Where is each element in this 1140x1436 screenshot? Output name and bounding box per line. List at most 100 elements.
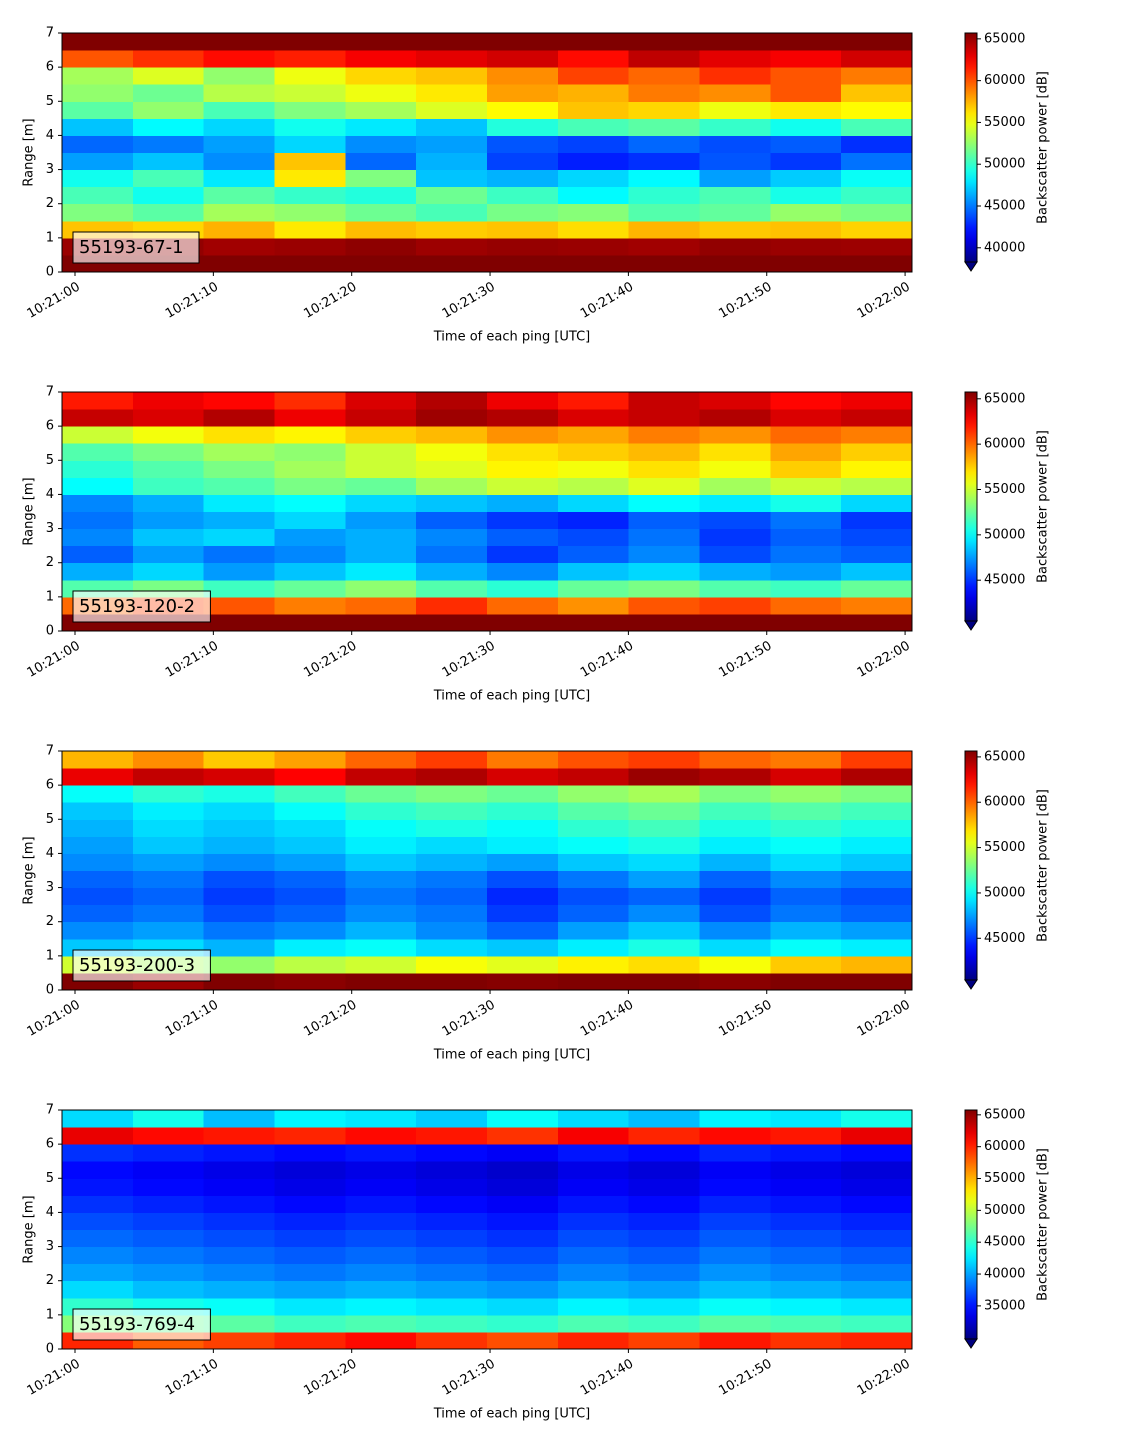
y-tick-label: 1 — [46, 589, 54, 604]
heatmap-cell — [841, 1229, 913, 1248]
heatmap-cell — [699, 1331, 771, 1350]
y-tick-label: 0 — [46, 983, 54, 998]
heatmap-cell — [770, 768, 842, 786]
heatmap-cell — [203, 443, 275, 461]
heatmap-cell — [203, 203, 275, 222]
heatmap-cell — [62, 169, 134, 188]
heatmap-cell — [274, 1127, 346, 1145]
heatmap-cell — [557, 819, 630, 837]
colorbar-extend — [964, 979, 978, 990]
heatmap-cell — [770, 853, 842, 871]
heatmap-cell — [557, 887, 630, 906]
heatmap-cell — [628, 1161, 700, 1179]
heatmap-cell — [770, 186, 842, 205]
heatmap-cell — [416, 1331, 488, 1350]
heatmap-cell — [557, 1331, 630, 1350]
heatmap-cell — [62, 1212, 134, 1230]
heatmap-cell — [628, 254, 700, 273]
colorbar-tick-label: 40000 — [984, 1267, 1025, 1282]
heatmap-cell — [203, 613, 275, 632]
heatmap-cell — [203, 853, 275, 871]
heatmap-cell — [487, 1110, 559, 1128]
heatmap-cell — [628, 1314, 700, 1333]
heatmap-cell — [628, 443, 700, 461]
heatmap-cell — [416, 802, 488, 820]
heatmap-cell — [274, 1229, 346, 1248]
panel: 0 1 2 3 4 5 6 7 10:21:00 10:21:10 10:21:20 10:21:30… — [22, 744, 1051, 1063]
heatmap-cell — [699, 1263, 771, 1282]
heatmap-cell — [132, 853, 205, 871]
heatmap-cell — [557, 409, 630, 427]
heatmap-cell — [274, 220, 346, 239]
heatmap-cell — [628, 220, 700, 239]
heatmap-cell — [628, 870, 700, 889]
heatmap-cell — [628, 186, 700, 205]
y-tick-label: 3 — [46, 1239, 54, 1254]
heatmap-cell — [132, 118, 205, 136]
heatmap-cell — [274, 1297, 346, 1316]
heatmap-cell — [628, 409, 700, 427]
heatmap-cell — [557, 426, 630, 444]
heatmap-cell — [628, 1110, 700, 1128]
heatmap-cell — [699, 220, 771, 239]
heatmap-cell — [203, 1178, 275, 1196]
heatmap-cell — [487, 921, 559, 940]
heatmap-cell — [62, 67, 134, 85]
heatmap-cell — [770, 118, 842, 136]
heatmap-cell — [132, 836, 205, 854]
heatmap-cell — [274, 545, 346, 564]
axes-frame — [61, 391, 913, 632]
heatmap-cell — [487, 1297, 559, 1316]
heatmap-cell — [274, 562, 346, 581]
heatmap-cell — [274, 1280, 346, 1299]
heatmap-cell — [62, 1110, 134, 1128]
heatmap-cell — [770, 84, 842, 102]
heatmap-cell — [132, 1229, 205, 1248]
heatmap-cell — [345, 562, 417, 581]
heatmap-cell — [487, 186, 559, 205]
heatmap-cell — [203, 186, 275, 205]
heatmap-cell — [274, 494, 346, 512]
colorbar-tick-label: 65000 — [984, 391, 1025, 406]
heatmap-cell — [557, 528, 630, 547]
heatmap-cell — [628, 1178, 700, 1196]
annotation: 55193-67-1 — [79, 237, 184, 258]
heatmap-cell — [841, 562, 913, 581]
heatmap-cell — [557, 203, 630, 222]
heatmap-cell — [770, 1212, 842, 1230]
heatmap-cell — [841, 853, 913, 871]
heatmap-cell — [487, 785, 559, 803]
heatmap-cell — [345, 1127, 417, 1145]
heatmap-cell — [487, 1314, 559, 1333]
heatmap-cell — [770, 477, 842, 495]
heatmap-cell — [841, 1144, 913, 1162]
y-tick-label: 3 — [46, 162, 54, 177]
heatmap-cell — [487, 938, 559, 957]
heatmap-cell — [770, 819, 842, 837]
heatmap-cell — [841, 33, 913, 51]
heatmap-cell — [132, 1280, 205, 1299]
x-tick-label: 10:22:00 — [855, 998, 913, 1040]
heatmap-cell — [203, 751, 275, 769]
heatmap-cell — [132, 1195, 205, 1213]
axes-frame — [61, 750, 913, 991]
colorbar-label: Backscatter power [dB] — [1036, 71, 1051, 224]
heatmap-cell — [557, 118, 630, 136]
heatmap-cell — [699, 1144, 771, 1162]
heatmap-cell — [557, 1144, 630, 1162]
colorbar-tick-label: 60000 — [984, 437, 1025, 452]
heatmap-cell — [203, 819, 275, 837]
heatmap-cell — [416, 1280, 488, 1299]
heatmap-cell — [132, 785, 205, 803]
heatmap-cell — [132, 562, 205, 581]
heatmap-cell — [416, 511, 488, 530]
heatmap-cell — [699, 101, 771, 119]
heatmap-cell — [487, 33, 559, 51]
heatmap-cell — [274, 1212, 346, 1230]
heatmap-cell — [628, 1195, 700, 1213]
heatmap-cell — [62, 1144, 134, 1162]
heatmap-cell — [487, 768, 559, 786]
heatmap-cell — [274, 101, 346, 119]
heatmap-cell — [770, 237, 842, 256]
heatmap-cell — [203, 870, 275, 889]
